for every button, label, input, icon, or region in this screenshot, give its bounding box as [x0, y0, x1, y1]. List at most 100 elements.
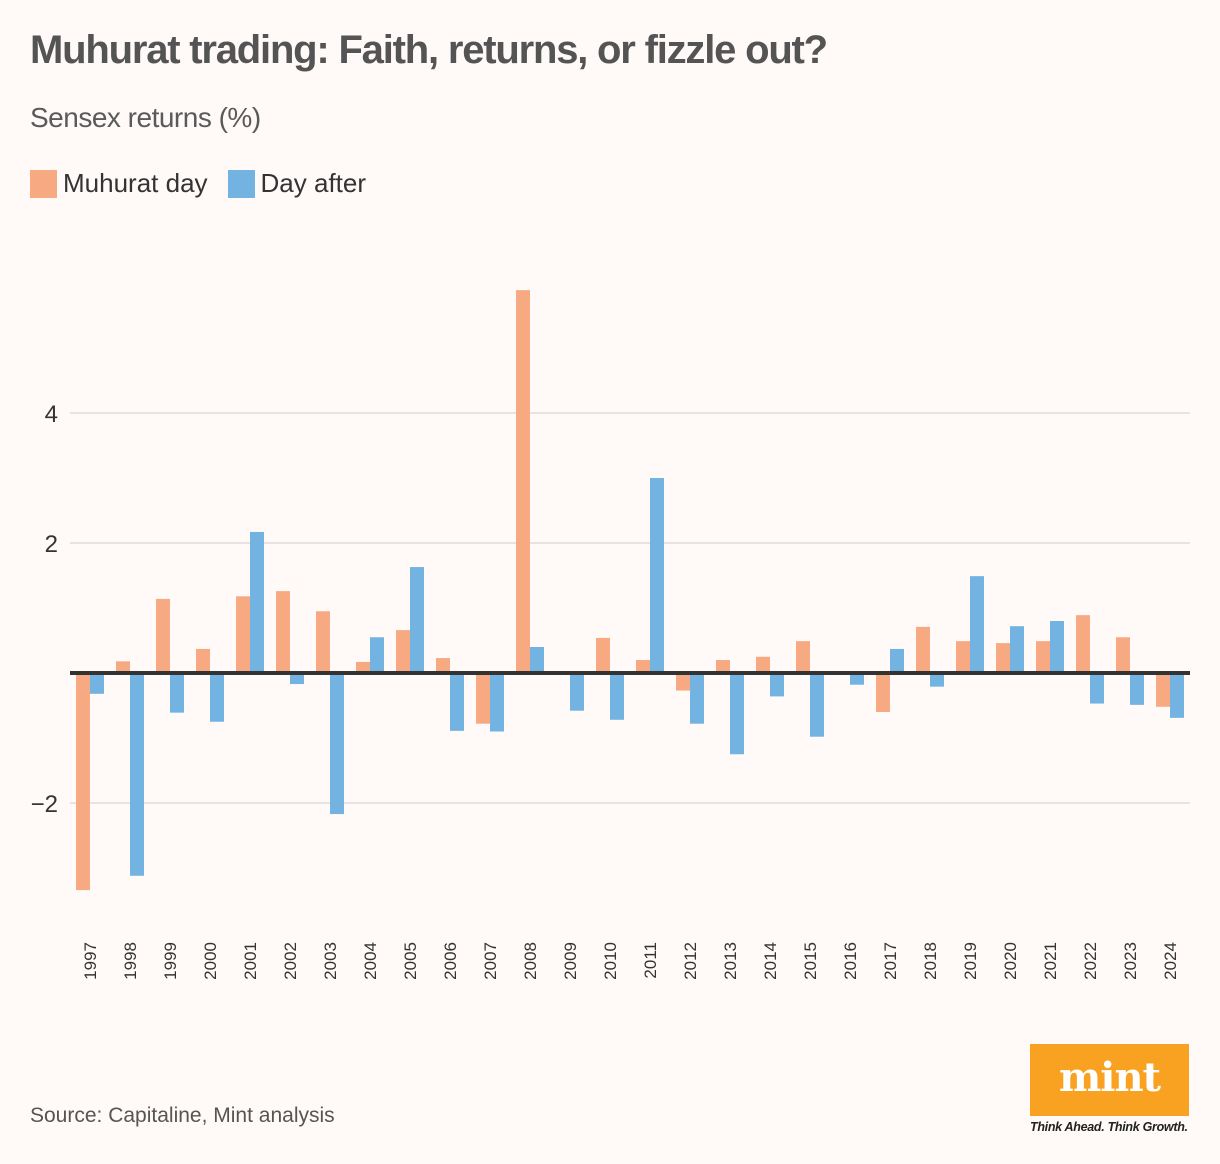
y-tick-label: −2 — [31, 791, 58, 818]
bar-day-after-2012 — [690, 673, 704, 724]
bar-muhurat-day-2024 — [1156, 673, 1170, 707]
bar-day-after-2013 — [730, 673, 744, 755]
bar-muhurat-day-2023 — [1116, 637, 1130, 673]
bar-muhurat-day-2011 — [636, 660, 650, 673]
bar-muhurat-day-2019 — [956, 641, 970, 673]
bar-muhurat-day-2005 — [396, 630, 410, 673]
x-tick-label: 2010 — [601, 942, 620, 980]
bar-day-after-2007 — [490, 673, 504, 732]
x-tick-label: 1998 — [121, 942, 140, 980]
mint-logo: mint — [1030, 1044, 1189, 1116]
bar-muhurat-day-2007 — [476, 673, 490, 724]
bar-day-after-2018 — [930, 673, 944, 687]
bar-muhurat-day-2013 — [716, 660, 730, 673]
bar-muhurat-day-2001 — [236, 596, 250, 673]
x-tick-label: 2021 — [1041, 942, 1060, 980]
x-tick-label: 2008 — [521, 942, 540, 980]
bar-day-after-2002 — [290, 673, 304, 685]
bar-day-after-2016 — [850, 673, 864, 685]
bar-day-after-2014 — [770, 673, 784, 697]
bar-muhurat-day-2008 — [516, 290, 530, 673]
bar-day-after-2017 — [890, 648, 904, 673]
bar-day-after-2006 — [450, 673, 464, 731]
y-tick-label: 4 — [45, 401, 58, 428]
x-tick-label: 2024 — [1161, 942, 1180, 980]
x-tick-label: 2019 — [961, 942, 980, 980]
bar-muhurat-day-1997 — [76, 673, 90, 891]
legend-swatch-day-after — [227, 169, 255, 198]
bar-muhurat-day-2006 — [436, 658, 450, 673]
x-tick-label: 2009 — [561, 942, 580, 980]
chart-title: Muhurat trading: Faith, returns, or fizz… — [30, 28, 828, 72]
bars — [76, 290, 1184, 891]
bar-day-after-1998 — [130, 673, 144, 876]
bar-day-after-1999 — [170, 673, 184, 713]
bar-day-after-2010 — [610, 673, 624, 720]
bar-muhurat-day-2018 — [916, 626, 930, 673]
x-tick-label: 1999 — [161, 942, 180, 980]
bar-muhurat-day-1998 — [116, 661, 130, 673]
x-tick-label: 2005 — [401, 942, 420, 980]
bar-muhurat-day-2017 — [876, 673, 890, 712]
bar-day-after-2003 — [330, 673, 344, 815]
bar-day-after-1997 — [90, 673, 104, 694]
x-tick-label: 2020 — [1001, 942, 1020, 980]
x-tick-label: 2014 — [761, 942, 780, 980]
x-tick-label: 2003 — [321, 942, 340, 980]
zero-line — [70, 671, 1190, 675]
logo-tagline: Think Ahead. Think Growth. — [1030, 1120, 1188, 1134]
bar-muhurat-day-2002 — [276, 591, 290, 673]
x-tick-label: 2017 — [881, 942, 900, 980]
bar-day-after-2000 — [210, 673, 224, 722]
x-tick-label: 2015 — [801, 942, 820, 980]
bar-muhurat-day-2003 — [316, 611, 330, 673]
x-tick-label: 2012 — [681, 942, 700, 980]
legend-item-muhurat-day: Muhurat day — [30, 168, 208, 199]
x-tick-label: 2007 — [481, 942, 500, 980]
x-tick-label: 2018 — [921, 942, 940, 980]
x-tick-label: 2011 — [641, 942, 660, 979]
bar-day-after-2005 — [410, 567, 424, 673]
bar-muhurat-day-2014 — [756, 656, 770, 673]
bar-muhurat-day-2010 — [596, 637, 610, 673]
legend-swatch-muhurat-day — [30, 169, 57, 198]
x-tick-label: 2013 — [721, 942, 740, 980]
x-axis-labels: 1997 1998 1999 2000 2001 2002 2003 2004 2005 2006… — [81, 942, 1180, 980]
bar-day-after-2015 — [810, 673, 824, 737]
logo-text: mint — [1058, 1053, 1161, 1101]
bar-muhurat-day-2015 — [796, 641, 810, 673]
bar-muhurat-day-2022 — [1076, 615, 1090, 673]
legend-label: Day after — [260, 168, 367, 198]
bar-day-after-2022 — [1090, 673, 1104, 704]
x-tick-label: 2006 — [441, 942, 460, 980]
legend-label: Muhurat day — [63, 168, 208, 198]
x-tick-label: 2000 — [201, 942, 220, 980]
bar-day-after-2020 — [1010, 626, 1024, 673]
legend: Muhurat day Day after — [30, 168, 386, 199]
x-tick-label: 2002 — [281, 942, 300, 980]
bar-day-after-2008 — [530, 647, 544, 673]
bar-day-after-2021 — [1050, 621, 1064, 673]
bar-day-after-2019 — [970, 576, 984, 673]
bar-muhurat-day-2000 — [196, 648, 210, 673]
y-axis-labels: −2 2 4 — [31, 401, 58, 818]
chart-subtitle: Sensex returns (%) — [30, 102, 261, 133]
bar-day-after-2001 — [250, 531, 264, 673]
bar-day-after-2011 — [650, 478, 664, 673]
zero-line-rect — [70, 671, 1190, 675]
bar-muhurat-day-2012 — [676, 673, 690, 691]
x-tick-label: 2022 — [1081, 942, 1100, 980]
x-tick-label: 2023 — [1121, 942, 1140, 980]
bar-muhurat-day-1999 — [156, 598, 170, 673]
bar-day-after-2004 — [370, 637, 384, 673]
x-tick-label: 2001 — [241, 942, 260, 980]
bar-chart: −2 2 4 1997 1998 1999 2000 2001 2002 2003 2004 200… — [31, 290, 1190, 980]
bar-muhurat-day-2021 — [1036, 641, 1050, 673]
bar-day-after-2023 — [1130, 673, 1144, 705]
bar-day-after-2009 — [570, 673, 584, 711]
bar-muhurat-day-2020 — [996, 643, 1010, 673]
x-tick-label: 2016 — [841, 942, 860, 980]
source-note: Source: Capitaline, Mint analysis — [30, 1104, 335, 1127]
x-tick-label: 1997 — [81, 942, 100, 980]
legend-item-day-after: Day after — [227, 168, 367, 199]
